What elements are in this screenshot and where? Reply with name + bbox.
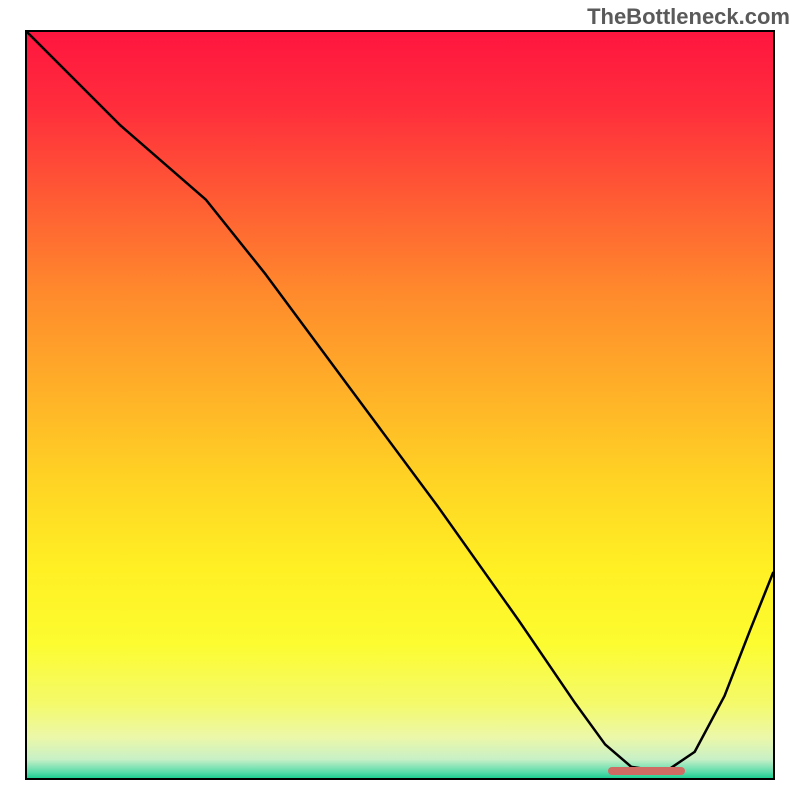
chart-container: TheBottleneck.com	[0, 0, 800, 800]
watermark-text: TheBottleneck.com	[587, 4, 790, 30]
optimal-range-marker	[608, 767, 685, 775]
curve-overlay	[27, 32, 773, 778]
bottleneck-curve	[27, 32, 773, 772]
plot-area	[25, 30, 775, 780]
